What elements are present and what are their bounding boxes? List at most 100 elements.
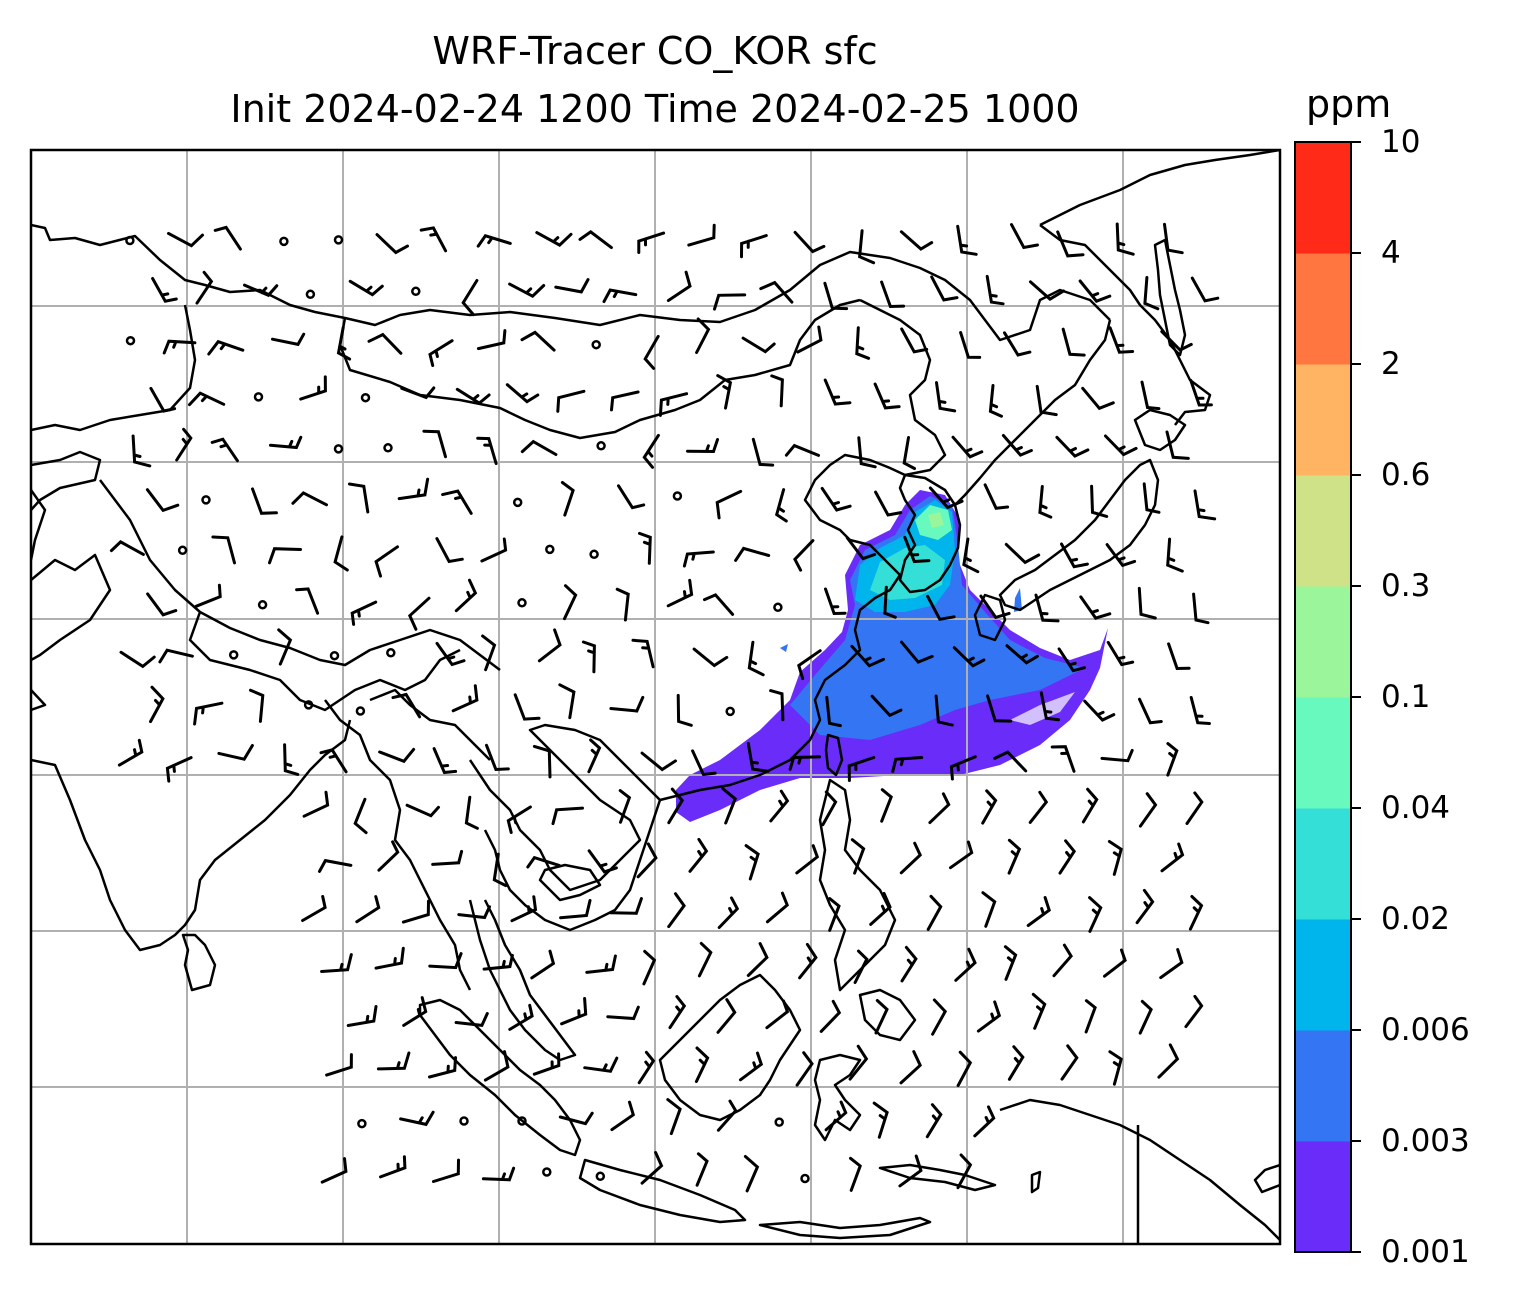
wind-barb bbox=[751, 437, 775, 467]
wind-barb bbox=[508, 282, 546, 299]
wind-barb bbox=[1090, 484, 1109, 518]
wind-barb bbox=[451, 684, 479, 713]
wind-barb bbox=[759, 280, 794, 304]
wind-barb bbox=[931, 998, 948, 1036]
wind-barb bbox=[676, 693, 693, 727]
wind-barb bbox=[175, 427, 193, 462]
wind-barb bbox=[640, 1151, 664, 1185]
wind-barb bbox=[353, 797, 368, 835]
wind-barb bbox=[476, 329, 507, 351]
wind-barb bbox=[320, 1157, 348, 1184]
wind-barb bbox=[928, 792, 951, 825]
colorbar-tick-label: 10 bbox=[1381, 124, 1421, 160]
wind-barb bbox=[716, 1099, 738, 1132]
wind-barb bbox=[797, 649, 822, 681]
wind-barb bbox=[249, 688, 265, 723]
wind-barb bbox=[188, 391, 226, 407]
wind-barb bbox=[117, 738, 144, 767]
wind-barb bbox=[688, 837, 709, 873]
wind-barb bbox=[949, 840, 974, 870]
wind-barb bbox=[926, 894, 943, 931]
wind-barb bbox=[1079, 595, 1112, 620]
wind-calm-marker bbox=[386, 648, 396, 658]
wind-barb bbox=[824, 1100, 848, 1132]
wind-barb bbox=[703, 593, 735, 616]
wind-barb bbox=[1138, 999, 1153, 1035]
wind-calm-marker bbox=[305, 289, 316, 300]
wind-barb bbox=[476, 234, 512, 248]
wind-barb bbox=[346, 1005, 378, 1027]
wind-barb bbox=[1159, 948, 1184, 980]
wind-barb bbox=[979, 594, 1011, 620]
wind-barb bbox=[983, 483, 1010, 510]
wind-barb bbox=[520, 330, 556, 352]
wind-barb bbox=[374, 545, 399, 578]
wind-barb bbox=[793, 230, 826, 254]
wind-barb bbox=[1106, 640, 1135, 667]
colorbar-tick-label: 0.3 bbox=[1381, 568, 1431, 604]
wind-barb bbox=[405, 803, 440, 818]
wind-calm-marker bbox=[360, 392, 371, 403]
wind-calm-marker bbox=[725, 706, 735, 717]
wind-barb bbox=[850, 838, 866, 875]
wind-barb bbox=[535, 231, 573, 247]
wind-barb bbox=[1039, 691, 1060, 722]
wind-barb bbox=[608, 897, 643, 915]
japan-hokkaido bbox=[1133, 408, 1187, 452]
wind-barb bbox=[952, 646, 986, 668]
wind-barb bbox=[1010, 223, 1039, 250]
map-title-line2: Init 2024-02-24 1200 Time 2024-02-25 100… bbox=[230, 87, 1080, 131]
wind-barb bbox=[1190, 276, 1220, 303]
wind-barb bbox=[666, 270, 692, 302]
wind-barb bbox=[483, 1050, 510, 1082]
wind-barb bbox=[350, 600, 378, 626]
wind-barb bbox=[376, 1051, 411, 1071]
wind-barb bbox=[899, 841, 923, 875]
wind-calm-marker bbox=[459, 1116, 469, 1126]
wind-barb bbox=[1034, 593, 1060, 623]
colorbar-segment bbox=[1295, 697, 1351, 809]
wind-barb bbox=[532, 744, 552, 779]
graticule bbox=[31, 150, 1280, 1244]
wind-barb bbox=[1188, 895, 1204, 931]
wind-barb bbox=[666, 578, 694, 608]
wind-barb bbox=[271, 332, 306, 347]
wind-barb bbox=[784, 443, 820, 457]
wind-barb bbox=[165, 756, 193, 783]
colorbar-segment bbox=[1295, 586, 1351, 698]
wind-calm-marker bbox=[253, 392, 264, 402]
wind-barb bbox=[158, 648, 194, 664]
wind-barb bbox=[269, 435, 303, 450]
sumatra bbox=[418, 998, 582, 1157]
wind-barb bbox=[883, 585, 897, 619]
wind-barb bbox=[1031, 992, 1047, 1030]
wind-calm-marker bbox=[357, 1118, 367, 1129]
wind-barb bbox=[959, 331, 982, 359]
wind-barb bbox=[1185, 791, 1204, 825]
wind-barb bbox=[268, 547, 302, 565]
wind-barb bbox=[716, 374, 733, 410]
wind-barb bbox=[631, 638, 655, 669]
wind-barb bbox=[333, 535, 349, 572]
kazakh-border bbox=[31, 304, 197, 432]
wind-barb bbox=[602, 288, 638, 304]
wind-barb bbox=[1100, 748, 1134, 763]
wind-barb bbox=[769, 789, 790, 823]
wind-barb bbox=[981, 789, 998, 825]
wind-barb bbox=[400, 386, 436, 400]
wind-calm-marker bbox=[329, 650, 340, 661]
wind-barb bbox=[428, 339, 454, 367]
wind-barb bbox=[193, 701, 224, 726]
wind-barb bbox=[891, 756, 924, 773]
wind-barb bbox=[1050, 745, 1076, 773]
wind-barb bbox=[194, 583, 222, 608]
wind-barb bbox=[796, 325, 823, 354]
wind-barb bbox=[903, 535, 931, 564]
sakhalin bbox=[1153, 238, 1187, 357]
colorbar bbox=[1294, 141, 1361, 1253]
wind-barb bbox=[637, 1050, 656, 1085]
wind-barb bbox=[993, 750, 1028, 773]
wind-barb bbox=[167, 231, 204, 248]
wind-barb bbox=[988, 384, 1003, 418]
wind-barb bbox=[207, 339, 245, 356]
